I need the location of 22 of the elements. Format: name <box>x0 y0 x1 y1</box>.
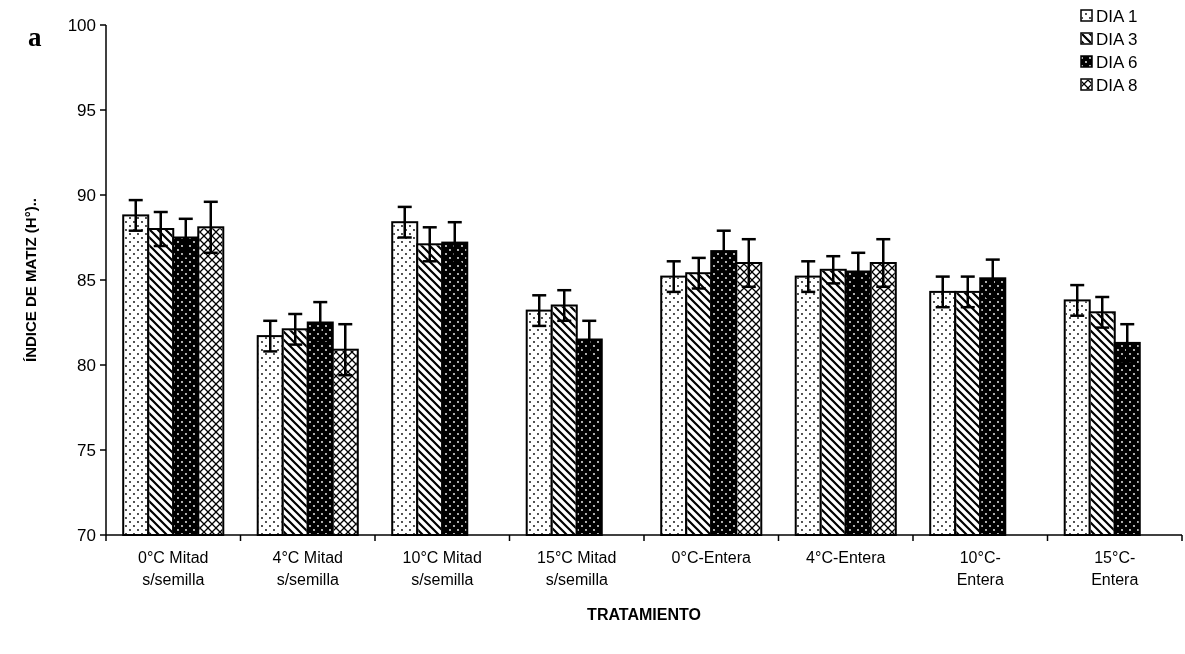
legend-label: DIA 6 <box>1096 52 1138 72</box>
x-axis-title: TRATAMIENTO <box>587 606 701 623</box>
y-tick-label: 70 <box>77 525 96 545</box>
legend-label: DIA 3 <box>1096 29 1138 49</box>
x-tick-label: 0°C-Entera <box>671 549 752 566</box>
x-tick-label: 10°C- Entera <box>956 549 1004 588</box>
y-axis-title: ÍNDICE DE MATIZ (H°).. <box>22 197 39 363</box>
x-tick-label: 15°C Mitad s/semilla <box>537 549 617 588</box>
legend-label: DIA 8 <box>1096 75 1138 95</box>
chart-title: a <box>28 22 42 52</box>
x-tick-label: 10°C Mitad s/semilla <box>402 549 482 588</box>
y-tick-label: 100 <box>67 15 96 35</box>
x-tick-label: 4°C Mitad s/semilla <box>272 549 343 588</box>
legend-label: DIA 1 <box>1096 6 1138 26</box>
y-tick-label: 80 <box>77 355 96 375</box>
x-tick-label: 0°C Mitad s/semilla <box>138 549 209 588</box>
y-tick-label: 95 <box>77 100 96 120</box>
x-tick-label: 4°C-Entera <box>806 549 886 566</box>
y-tick-label: 85 <box>77 270 96 290</box>
y-tick-label: 75 <box>77 440 96 460</box>
y-tick-label: 90 <box>77 185 96 205</box>
x-tick-label: 15°C- Entera <box>1091 549 1139 588</box>
